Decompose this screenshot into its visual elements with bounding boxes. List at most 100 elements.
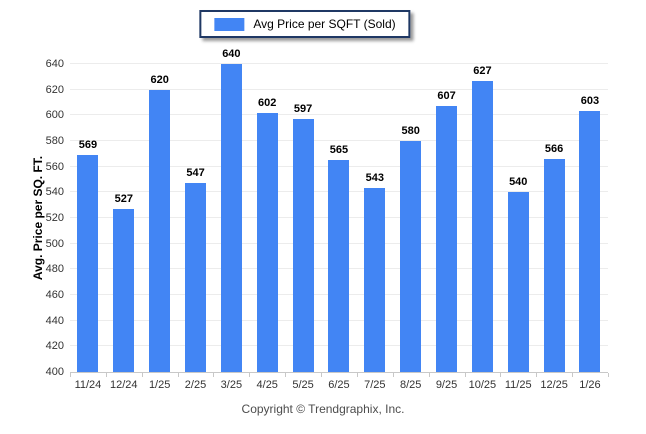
bar-value-label: 569 [78, 139, 98, 152]
gridline [70, 140, 608, 141]
x-tick-label: 10/25 [468, 379, 497, 391]
x-tick-label: 4/25 [256, 379, 278, 391]
bar-value-label: 527 [114, 193, 133, 206]
legend: Avg Price per SQFT (Sold) [199, 10, 411, 38]
y-axis-labels: 400 420 440 460 480 500 520 540 560 580 600 620 640 [0, 58, 67, 378]
y-tick-label: 520 [45, 212, 64, 224]
bar-value-label: 543 [365, 172, 384, 185]
bar-slot: 547 [178, 167, 214, 372]
x-axis-labels: 11/24 12/24 1/25 2/25 3/25 4/25 5/25 6/25 7/25 8/… [70, 379, 608, 391]
axis-tick [177, 373, 179, 377]
bar [328, 160, 350, 372]
y-tick-label: 560 [45, 160, 64, 173]
axis-tick [356, 373, 358, 377]
bar [256, 112, 278, 372]
axis-tick [141, 373, 143, 377]
bar-slot: 566 [536, 143, 572, 372]
bar [113, 209, 135, 372]
bar-value-label: 620 [150, 73, 169, 86]
bar-slot: 569 [70, 139, 106, 372]
bar-slot: 607 [429, 90, 465, 372]
x-tick-label: 1/25 [148, 379, 171, 391]
bar [185, 183, 206, 372]
y-tick-label: 540 [45, 186, 64, 199]
legend-label: Avg Price per SQFT (Sold) [253, 17, 396, 31]
y-tick-label: 420 [45, 340, 64, 353]
gridline [70, 88, 608, 90]
bar-value-label: 540 [509, 176, 528, 189]
bar [507, 192, 529, 372]
bar-value-label: 597 [293, 103, 313, 116]
bar [543, 158, 565, 372]
x-tick-label: 5/25 [292, 379, 314, 391]
bar-value-label: 580 [401, 125, 420, 137]
x-tick-label: 11/25 [504, 379, 532, 391]
bar-slot: 603 [572, 95, 608, 372]
gridline [70, 114, 608, 116]
bar-value-label: 607 [437, 90, 456, 103]
bar [471, 80, 493, 372]
bar-slot: 527 [106, 193, 142, 372]
bar [220, 64, 242, 372]
bar-slot: 640 [213, 48, 249, 372]
x-tick-label: 3/25 [220, 379, 243, 391]
x-tick-label: 1/26 [579, 379, 601, 391]
bar-slot: 565 [321, 144, 357, 372]
axis-tick [608, 373, 609, 377]
axis-tick [572, 373, 574, 377]
bar [364, 188, 386, 372]
x-axis-ticks [70, 373, 609, 378]
bar-value-label: 547 [186, 167, 205, 180]
bar-slot: 580 [393, 125, 429, 372]
x-tick-label: 6/25 [328, 379, 350, 391]
axis-tick [285, 373, 287, 377]
y-tick-label: 580 [45, 135, 64, 147]
x-tick-label: 12/25 [540, 379, 568, 391]
axis-tick [321, 373, 323, 377]
bar [292, 119, 314, 372]
axis-tick [392, 373, 394, 377]
axis-tick [249, 373, 251, 377]
x-tick-label: 8/25 [399, 379, 422, 391]
bar [436, 106, 458, 372]
bars-row: 569 527 620 547 640 602 597 565 543 580 607 627 540 5… [70, 48, 608, 372]
bar-value-label: 640 [222, 48, 241, 60]
y-tick-label: 480 [45, 263, 64, 276]
x-tick-label: 11/24 [74, 379, 102, 391]
bar-slot: 597 [285, 103, 321, 372]
copyright-text: Copyright © Trendgraphix, Inc. [241, 402, 405, 416]
bar-value-label: 627 [473, 64, 492, 77]
y-tick-label: 620 [45, 83, 64, 96]
axis-tick [70, 373, 71, 377]
bar [400, 141, 422, 372]
x-tick-label: 12/24 [110, 379, 138, 391]
bar-value-label: 566 [544, 142, 564, 155]
bar-slot: 543 [357, 172, 393, 372]
y-tick-label: 400 [45, 366, 64, 378]
y-tick-label: 600 [45, 109, 64, 122]
y-tick-label: 440 [45, 314, 64, 327]
bar [77, 155, 99, 372]
bar-value-label: 602 [258, 96, 277, 109]
axis-tick [428, 373, 430, 377]
axis-tick [105, 373, 107, 377]
bar-value-label: 565 [329, 144, 349, 157]
axis-tick [464, 373, 466, 377]
bar-slot: 540 [500, 176, 536, 372]
y-tick-label: 640 [45, 58, 64, 70]
plot-area: 569 527 620 547 640 602 597 565 543 580 607 627 540 5… [70, 48, 608, 373]
axis-tick [213, 373, 215, 377]
bar [579, 111, 601, 372]
x-tick-label: 2/25 [184, 379, 207, 391]
legend-swatch [214, 17, 245, 31]
gridline [70, 63, 608, 64]
bar-slot: 627 [464, 65, 500, 372]
axis-tick [536, 373, 538, 377]
bar-slot: 602 [249, 97, 285, 372]
y-tick-label: 500 [45, 237, 64, 250]
bar [149, 89, 171, 372]
x-tick-label: 7/25 [364, 379, 386, 391]
x-tick-label: 9/25 [435, 379, 458, 391]
y-tick-label: 460 [45, 289, 64, 301]
